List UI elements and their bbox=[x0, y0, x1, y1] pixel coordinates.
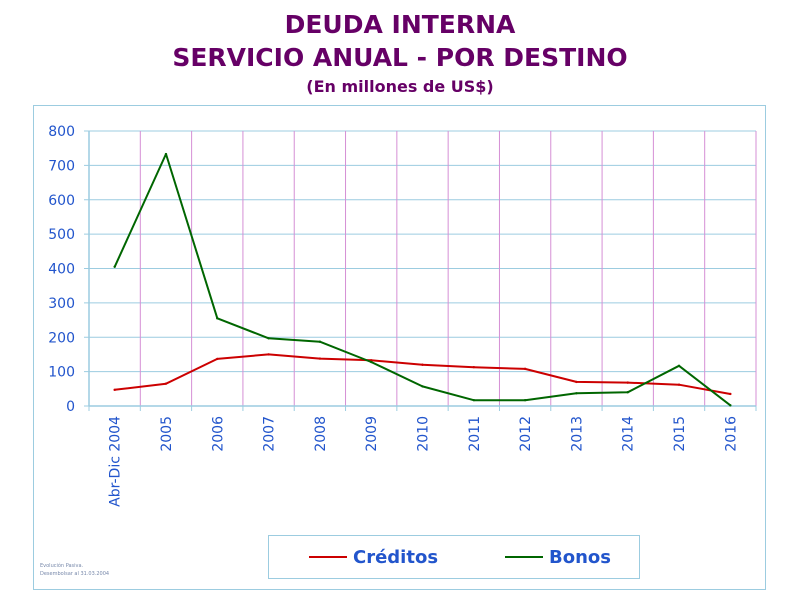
x-tick-label: 2016 bbox=[723, 416, 739, 452]
data-point-bonos bbox=[369, 360, 373, 364]
data-point-bonos bbox=[523, 398, 527, 402]
x-tick-label: 2014 bbox=[621, 416, 637, 452]
series-lines bbox=[113, 152, 732, 407]
chart-title: DEUDA INTERNA bbox=[284, 10, 516, 39]
data-point-creditos bbox=[575, 380, 578, 384]
legend-swatch-bonos bbox=[505, 556, 543, 558]
data-point-bonos bbox=[575, 392, 578, 395]
data-point-bonos bbox=[626, 391, 629, 394]
data-point-creditos bbox=[729, 392, 732, 396]
y-tick-label: 300 bbox=[48, 296, 75, 312]
footnote: Evolución Pasiva. Desembolsar al 31.03.2… bbox=[40, 562, 109, 578]
y-tick-label: 0 bbox=[66, 399, 75, 415]
x-tick-label: Abr-Dic 2004 bbox=[108, 416, 124, 507]
chart-title-line2: SERVICIO ANUAL - POR DESTINO bbox=[172, 43, 628, 72]
data-point-bonos bbox=[421, 385, 424, 388]
data-point-creditos bbox=[113, 388, 116, 392]
x-tick-label: 2007 bbox=[262, 416, 278, 452]
data-point-bonos bbox=[216, 317, 219, 320]
data-point-bonos bbox=[164, 152, 168, 156]
x-tick-label: 2013 bbox=[569, 416, 585, 452]
y-tick-label: 600 bbox=[48, 193, 75, 209]
tick-labels: 0 100 200 300 400 500 600 700 800 Abr-Dic 2004 200… bbox=[48, 124, 739, 507]
x-tick-label: 2010 bbox=[416, 416, 432, 452]
legend-item-creditos: Créditos bbox=[309, 536, 438, 578]
legend-label-bonos: Bonos bbox=[549, 546, 611, 568]
data-point-bonos bbox=[677, 364, 681, 367]
legend: Créditos Bonos bbox=[268, 535, 640, 579]
data-point-creditos bbox=[523, 367, 527, 371]
data-point-creditos bbox=[318, 357, 322, 360]
data-point-bonos bbox=[113, 265, 116, 268]
y-tick-label: 100 bbox=[48, 365, 75, 381]
legend-label-creditos: Créditos bbox=[353, 546, 439, 568]
legend-item-bonos: Bonos bbox=[505, 536, 611, 578]
x-tick-label: 2005 bbox=[159, 416, 175, 452]
data-point-bonos bbox=[729, 404, 732, 407]
data-point-bonos bbox=[267, 337, 270, 340]
footnote-line1: Evolución Pasiva. bbox=[40, 563, 84, 569]
data-point-creditos bbox=[677, 383, 681, 386]
y-tick-label: 500 bbox=[48, 227, 75, 243]
x-tick-label: 2011 bbox=[467, 416, 483, 452]
data-point-creditos bbox=[472, 365, 476, 369]
data-point-bonos bbox=[318, 340, 322, 343]
data-point-creditos bbox=[164, 382, 168, 385]
data-point-creditos bbox=[267, 353, 270, 356]
data-point-creditos bbox=[421, 363, 424, 366]
x-tick-label: 2006 bbox=[210, 416, 226, 452]
axes bbox=[84, 130, 757, 411]
x-tick-label: 2008 bbox=[313, 416, 329, 452]
y-tick-label: 200 bbox=[48, 330, 75, 346]
y-tick-label: 700 bbox=[48, 158, 75, 174]
data-point-creditos bbox=[216, 357, 219, 361]
grid-lines bbox=[89, 130, 757, 406]
x-tick-label: 2012 bbox=[518, 416, 534, 452]
chart-subtitle: (En millones de US$) bbox=[306, 77, 494, 96]
data-point-creditos bbox=[626, 381, 629, 384]
data-point-bonos bbox=[472, 398, 476, 402]
series-line-bonos bbox=[113, 153, 731, 407]
chart-frame bbox=[33, 105, 766, 590]
x-tick-label: 2009 bbox=[364, 416, 380, 452]
y-tick-label: 800 bbox=[48, 124, 75, 140]
x-tick-label: 2015 bbox=[672, 416, 688, 452]
y-tick-label: 400 bbox=[48, 262, 75, 278]
legend-swatch-creditos bbox=[309, 556, 347, 558]
footnote-line2: Desembolsar al 31.03.2004 bbox=[40, 571, 110, 577]
